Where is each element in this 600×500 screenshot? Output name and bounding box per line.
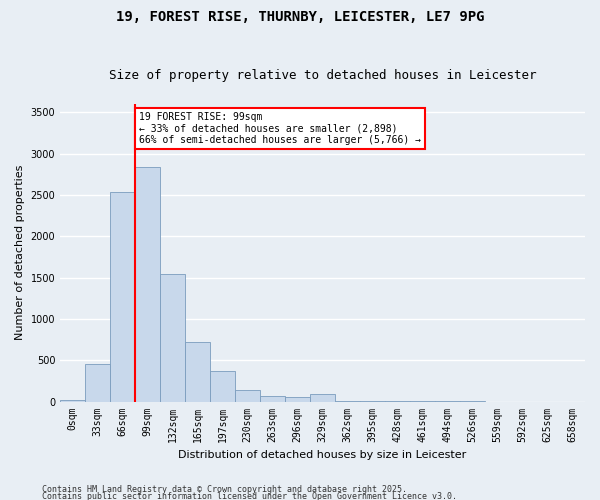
Bar: [110, 192, 135, 402]
Text: 19 FOREST RISE: 99sqm
← 33% of detached houses are smaller (2,898)
66% of semi-d: 19 FOREST RISE: 99sqm ← 33% of detached …: [139, 112, 421, 146]
Bar: [235, 390, 260, 402]
Bar: [335, 400, 360, 402]
X-axis label: Distribution of detached houses by size in Leicester: Distribution of detached houses by size …: [178, 450, 467, 460]
Bar: [135, 167, 160, 402]
Bar: [310, 394, 335, 402]
Text: Contains HM Land Registry data © Crown copyright and database right 2025.: Contains HM Land Registry data © Crown c…: [42, 486, 407, 494]
Bar: [185, 342, 210, 402]
Y-axis label: Number of detached properties: Number of detached properties: [15, 165, 25, 340]
Bar: [260, 396, 285, 402]
Bar: [360, 400, 385, 402]
Bar: [285, 398, 310, 402]
Bar: [210, 371, 235, 402]
Text: 19, FOREST RISE, THURNBY, LEICESTER, LE7 9PG: 19, FOREST RISE, THURNBY, LEICESTER, LE7…: [116, 10, 484, 24]
Bar: [60, 400, 85, 402]
Bar: [160, 274, 185, 402]
Title: Size of property relative to detached houses in Leicester: Size of property relative to detached ho…: [109, 69, 536, 82]
Text: Contains public sector information licensed under the Open Government Licence v3: Contains public sector information licen…: [42, 492, 457, 500]
Bar: [85, 364, 110, 402]
